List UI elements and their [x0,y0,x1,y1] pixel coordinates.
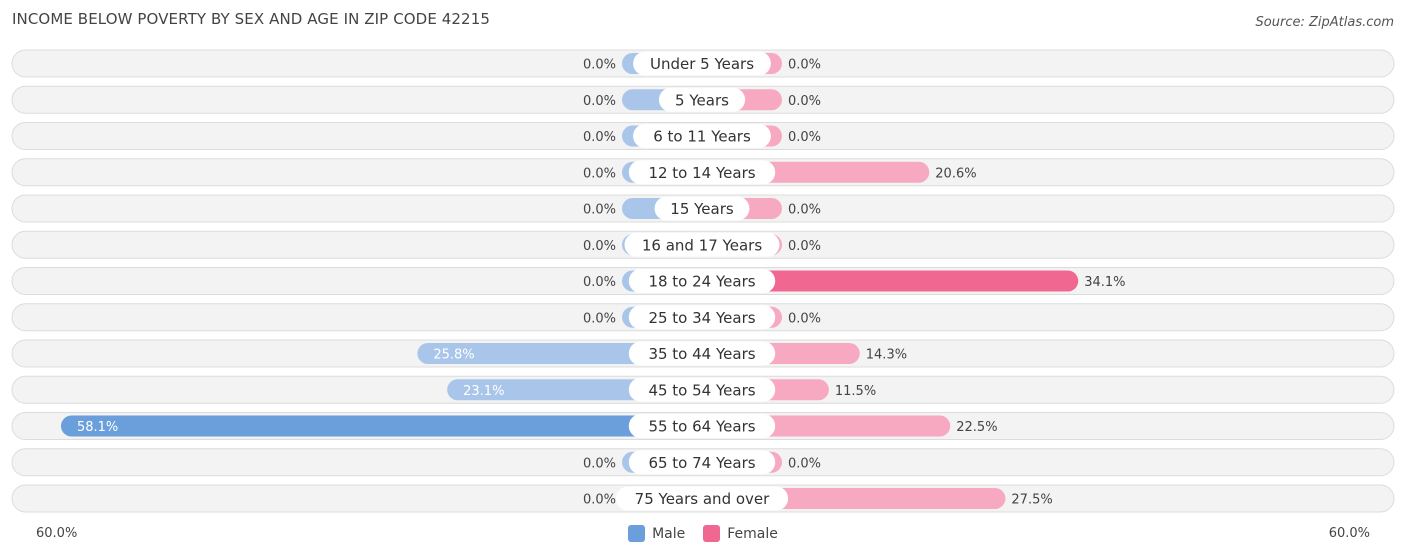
category-label: 55 to 64 Years [648,418,755,436]
category-pill [654,196,750,221]
chart-title: INCOME BELOW POVERTY BY SEX AND AGE IN Z… [12,10,490,28]
female-value-label: 0.0% [788,311,821,326]
category-label: 65 to 74 Years [648,454,755,472]
male-value-label: 0.0% [583,493,616,508]
category-pill [628,450,776,475]
female-value-label: 0.0% [788,239,821,254]
male-value-label: 0.0% [583,311,616,326]
category-pill [628,341,776,366]
male-value-label: 0.0% [583,94,616,109]
male-value-label: 25.8% [433,348,474,363]
legend-female: Female [703,525,778,542]
category-label: 45 to 54 Years [648,381,755,399]
category-label: 75 Years and over [635,490,770,508]
female-value-label: 27.5% [1011,493,1052,508]
female-value-label: 0.0% [788,203,821,218]
female-value-label: 14.3% [866,348,907,363]
legend-male-swatch [628,525,646,542]
male-value-label: 0.0% [583,239,616,254]
female-value-label: 22.5% [956,420,997,435]
category-pill [628,160,776,185]
male-value-label: 0.0% [583,275,616,290]
category-label: 12 to 14 Years [648,164,755,182]
female-value-label: 0.0% [788,94,821,109]
category-pill [628,414,776,438]
legend: Male Female [0,525,1406,542]
male-value-label: 23.1% [463,384,504,399]
category-label: 6 to 11 Years [653,128,751,146]
category-pill [628,377,776,402]
male-value-label: 58.1% [77,420,118,435]
axis-left-label: 60.0% [36,526,78,541]
male-bar [60,415,703,437]
female-value-label: 11.5% [835,384,876,399]
category-label: 15 Years [670,200,734,218]
female-value-label: 0.0% [788,58,821,73]
category-pill [628,269,776,293]
male-value-label: 0.0% [583,58,616,73]
axis-right-label: 60.0% [1328,526,1370,541]
legend-female-swatch [703,525,721,542]
category-label: 16 and 17 Years [642,236,762,254]
male-value-label: 0.0% [583,166,616,181]
category-label: 18 to 24 Years [648,273,755,291]
male-value-label: 0.0% [583,456,616,471]
category-pill [633,124,771,148]
category-pill [633,51,771,76]
female-value-label: 0.0% [788,130,821,145]
female-value-label: 20.6% [935,166,976,181]
category-pill [624,232,780,257]
female-bar [702,270,1079,292]
category-pill [658,87,746,112]
legend-female-label: Female [727,525,778,542]
legend-male: Male [628,525,685,542]
category-pill [615,486,789,511]
category-label: Under 5 Years [650,55,754,73]
female-value-label: 0.0% [788,456,821,471]
female-value-label: 34.1% [1084,275,1125,290]
male-value-label: 0.0% [583,203,616,218]
category-label: 5 Years [675,91,729,109]
male-value-label: 0.0% [583,130,616,145]
source-label: Source: ZipAtlas.com [1255,15,1394,30]
legend-male-label: Male [652,525,686,542]
category-label: 25 to 34 Years [648,309,755,327]
category-pill [628,305,776,330]
chart-area: 0.0% 0.0% Under 5 Years 0.0% 0.0% 5 Years 0.0%… [11,49,1395,513]
category-label: 35 to 44 Years [648,345,755,363]
